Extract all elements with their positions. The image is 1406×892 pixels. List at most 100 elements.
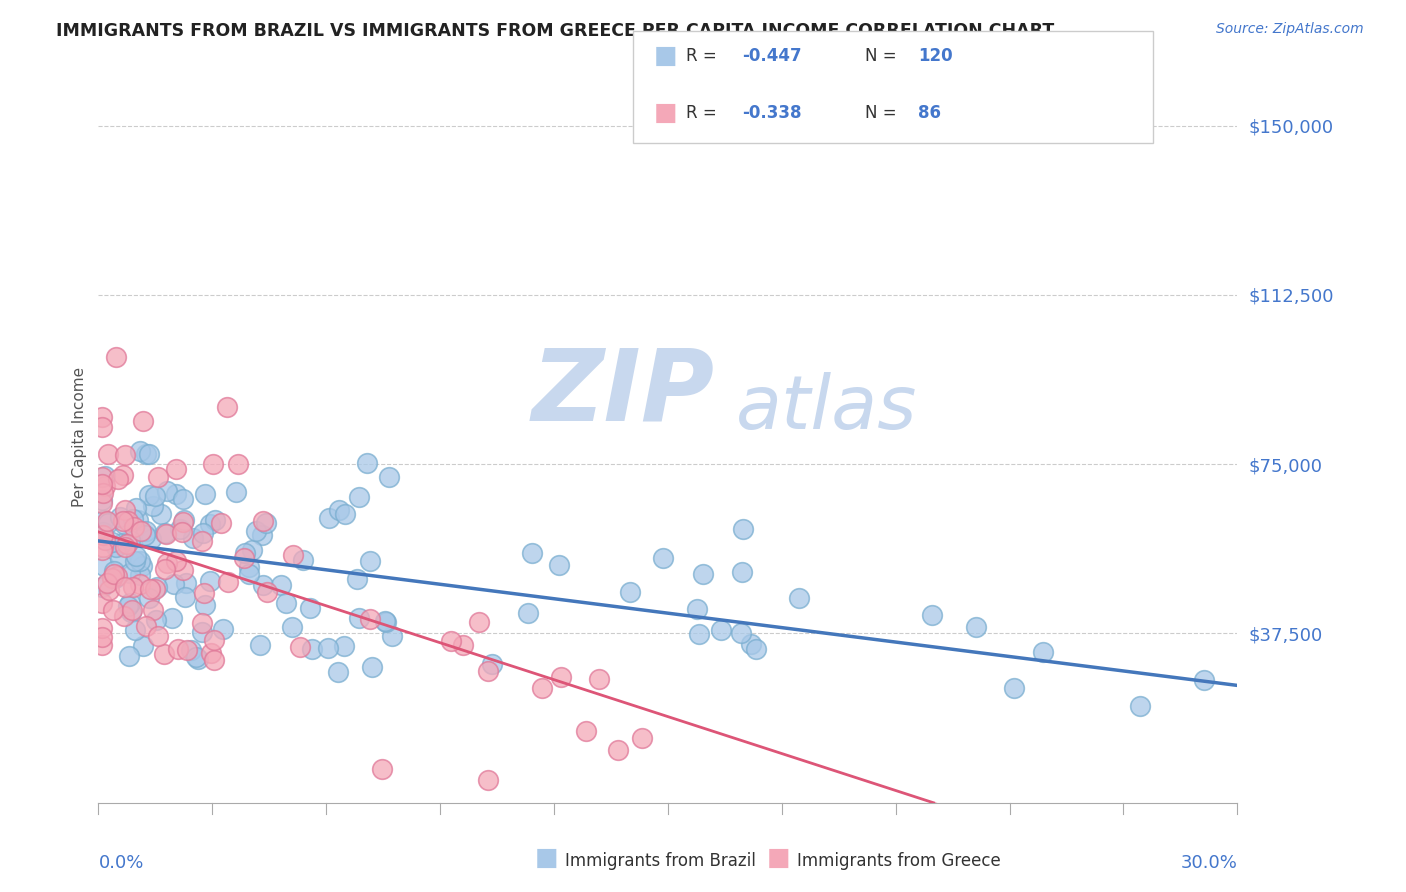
- Point: [688, 626, 710, 640]
- Point: [359, 612, 381, 626]
- Point: [128, 568, 150, 582]
- Point: [740, 637, 762, 651]
- Point: [93, 559, 115, 574]
- Point: [710, 623, 733, 637]
- Point: [91, 638, 114, 652]
- Point: [131, 559, 153, 574]
- Point: [111, 467, 134, 482]
- Point: [692, 566, 714, 581]
- Point: [301, 642, 323, 657]
- Point: [101, 603, 124, 617]
- Point: [122, 580, 145, 594]
- Point: [225, 485, 247, 500]
- Point: [226, 458, 249, 472]
- Point: [155, 527, 177, 541]
- Point: [112, 516, 135, 531]
- Point: [240, 543, 263, 558]
- Point: [142, 603, 165, 617]
- Point: [181, 531, 204, 545]
- Point: [318, 511, 340, 525]
- Point: [110, 509, 132, 524]
- Text: Immigrants from Greece: Immigrants from Greece: [797, 852, 1001, 870]
- Text: R =: R =: [686, 47, 717, 65]
- Point: [91, 420, 114, 434]
- Point: [97, 516, 120, 530]
- Text: ■: ■: [654, 45, 678, 68]
- Point: [127, 513, 149, 527]
- Point: [965, 620, 987, 634]
- Point: [186, 649, 208, 664]
- Point: [91, 621, 114, 635]
- Point: [97, 447, 120, 461]
- Point: [361, 660, 384, 674]
- Point: [124, 554, 146, 568]
- Text: 30.0%: 30.0%: [1181, 854, 1237, 872]
- Point: [120, 605, 142, 619]
- Point: [174, 590, 197, 604]
- Point: [163, 577, 186, 591]
- Point: [132, 639, 155, 653]
- Point: [731, 565, 754, 579]
- Point: [346, 572, 368, 586]
- Point: [292, 553, 315, 567]
- Point: [198, 517, 221, 532]
- Point: [347, 611, 370, 625]
- Point: [288, 640, 311, 654]
- Point: [1192, 673, 1215, 687]
- Point: [150, 508, 173, 522]
- Point: [193, 585, 215, 599]
- Point: [134, 528, 156, 542]
- Point: [94, 469, 117, 483]
- Point: [298, 601, 321, 615]
- Text: R =: R =: [686, 103, 717, 121]
- Point: [232, 551, 254, 566]
- Point: [117, 599, 139, 613]
- Point: [477, 773, 499, 788]
- Point: [588, 673, 610, 687]
- Text: 86: 86: [918, 103, 941, 121]
- Point: [118, 566, 141, 580]
- Point: [217, 575, 239, 590]
- Point: [245, 524, 267, 538]
- Point: [215, 400, 238, 414]
- Point: [281, 620, 304, 634]
- Point: [114, 540, 136, 554]
- Text: -0.338: -0.338: [742, 103, 801, 121]
- Point: [129, 554, 152, 568]
- Point: [165, 554, 187, 568]
- Point: [176, 643, 198, 657]
- Point: [481, 657, 503, 671]
- Point: [440, 634, 463, 648]
- Point: [347, 490, 370, 504]
- Point: [128, 444, 150, 458]
- Point: [252, 515, 274, 529]
- Point: [254, 516, 277, 530]
- Point: [174, 576, 197, 591]
- Point: [118, 648, 141, 663]
- Point: [138, 582, 160, 597]
- Point: [91, 486, 114, 500]
- Point: [477, 664, 499, 678]
- Point: [138, 488, 160, 502]
- Point: [105, 350, 128, 364]
- Text: ■: ■: [534, 846, 558, 870]
- Point: [548, 558, 571, 572]
- Point: [121, 512, 143, 526]
- Point: [125, 500, 148, 515]
- Point: [359, 554, 381, 568]
- Point: [128, 577, 150, 591]
- Text: Immigrants from Brazil: Immigrants from Brazil: [565, 852, 756, 870]
- Point: [204, 513, 226, 527]
- Point: [112, 608, 135, 623]
- Point: [165, 462, 187, 476]
- Point: [335, 507, 357, 521]
- Point: [173, 513, 195, 527]
- Point: [170, 525, 193, 540]
- Text: atlas: atlas: [737, 372, 918, 444]
- Point: [153, 647, 176, 661]
- Point: [198, 574, 221, 588]
- Point: [787, 591, 810, 605]
- Point: [202, 457, 225, 471]
- Point: [169, 522, 191, 536]
- Point: [249, 638, 271, 652]
